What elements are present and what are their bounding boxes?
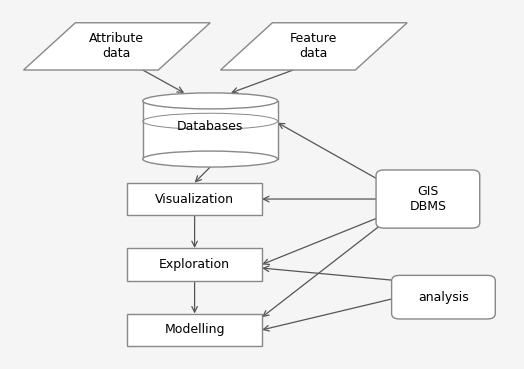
Polygon shape bbox=[221, 23, 407, 70]
Bar bbox=[127, 183, 262, 215]
Text: GIS
DBMS: GIS DBMS bbox=[409, 185, 446, 213]
Text: Databases: Databases bbox=[177, 120, 243, 133]
Text: Visualization: Visualization bbox=[155, 193, 234, 206]
Bar bbox=[143, 101, 278, 159]
Bar bbox=[127, 248, 262, 281]
FancyBboxPatch shape bbox=[391, 275, 495, 319]
Text: Exploration: Exploration bbox=[159, 258, 230, 271]
Text: Attribute
data: Attribute data bbox=[89, 32, 144, 61]
Bar bbox=[127, 314, 262, 346]
FancyBboxPatch shape bbox=[376, 170, 480, 228]
Ellipse shape bbox=[143, 151, 278, 167]
Ellipse shape bbox=[143, 93, 278, 109]
Text: Modelling: Modelling bbox=[165, 323, 225, 337]
Text: analysis: analysis bbox=[418, 291, 469, 304]
Polygon shape bbox=[24, 23, 210, 70]
Text: Feature
data: Feature data bbox=[290, 32, 337, 61]
